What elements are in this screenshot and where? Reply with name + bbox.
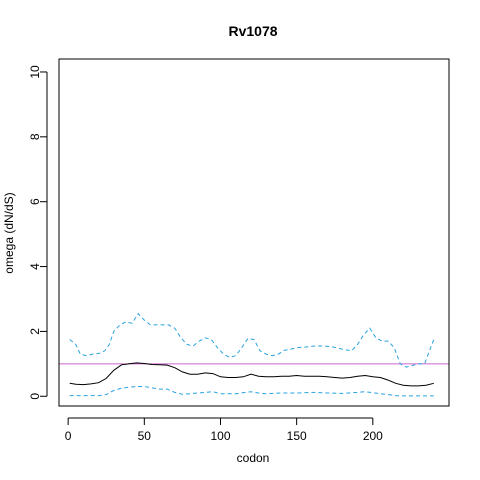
x-tick-label: 0 xyxy=(65,429,72,443)
plot-frame xyxy=(58,58,450,407)
y-axis-label: omega (dN/dS) xyxy=(2,192,16,273)
y-tick-label: 10 xyxy=(28,65,42,79)
x-tick-label: 150 xyxy=(287,429,307,443)
x-axis-label: codon xyxy=(237,451,270,465)
y-tick-label: 0 xyxy=(28,393,42,400)
x-tick-label: 100 xyxy=(210,429,230,443)
y-tick-label: 2 xyxy=(28,328,42,335)
y-tick-label: 8 xyxy=(28,133,42,140)
x-tick-label: 200 xyxy=(363,429,383,443)
chart-title: Rv1078 xyxy=(228,23,277,39)
series-line-2 xyxy=(69,312,435,368)
x-tick-label: 50 xyxy=(138,429,152,443)
series-line-1 xyxy=(69,362,434,387)
y-tick-label: 6 xyxy=(28,198,42,205)
series-line-3 xyxy=(69,386,434,397)
y-tick-label: 4 xyxy=(28,263,42,270)
